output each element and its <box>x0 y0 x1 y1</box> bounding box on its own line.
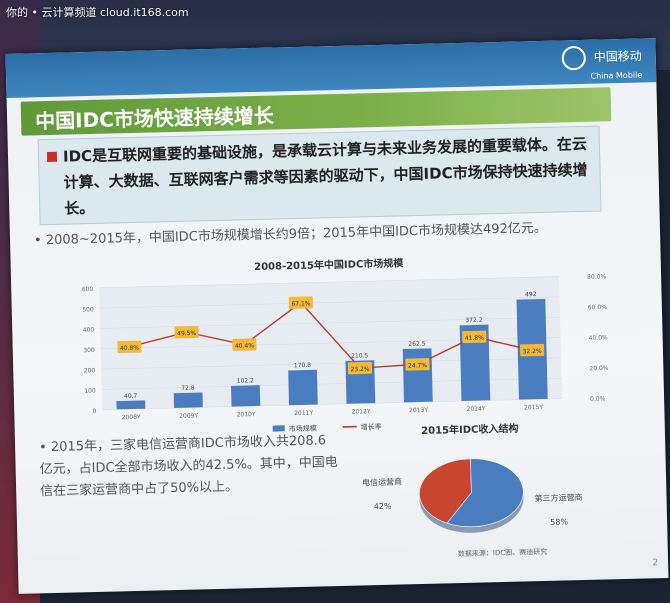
legend-swatch-bar <box>272 425 285 432</box>
bar <box>116 400 146 410</box>
bar-value-label: 40.7 <box>124 393 138 400</box>
growth-label-bg <box>232 338 257 351</box>
y-right-tick: 40.0% <box>589 334 609 341</box>
growth-label: 40.8% <box>120 345 140 352</box>
y-left-tick: 100 <box>84 388 96 395</box>
data-source: 数据来源：IDC圈、赛迪研究 <box>457 547 548 559</box>
y-left-tick: 400 <box>83 327 95 334</box>
growth-label-bg <box>117 340 142 354</box>
presentation-slide: 中国移动 China Mobile 中国IDC市场快速持续增长 IDC是互联网重… <box>5 38 669 594</box>
bar <box>402 348 433 403</box>
pie-percent: 42% <box>374 502 392 511</box>
bar <box>173 392 203 409</box>
x-tick-label: 2011Y <box>294 410 313 417</box>
growth-label-bg <box>520 343 545 357</box>
bar-value-label: 372.2 <box>465 317 483 324</box>
y-left-tick: 300 <box>83 347 95 354</box>
y-right-tick: 60.0% <box>588 304 608 311</box>
logo-en: China Mobile <box>590 70 643 81</box>
pie-slice <box>446 458 524 528</box>
bar-line-chart-svg: 2008-2015年中国IDC市场规模 0 100 200 300 400 500 600 0.… <box>82 256 609 434</box>
logo: 中国移动 China Mobile <box>561 44 643 84</box>
bar-value-label: 102.2 <box>237 377 255 384</box>
y-right-tick: 0.0% <box>590 395 606 402</box>
growth-label-bg <box>288 296 314 309</box>
growth-label: 40.4% <box>235 342 255 349</box>
x-tick-label: 2013Y <box>409 407 428 414</box>
bar-value-label: 170.8 <box>294 362 312 369</box>
gridline <box>99 276 560 289</box>
growth-label-bg <box>174 325 199 339</box>
x-tick-label: 2010Y <box>237 411 256 418</box>
x-tick-label: 2015Y <box>524 404 543 411</box>
bar-value-label: 210.5 <box>351 352 369 359</box>
x-tick-label: 2012Y <box>352 408 371 415</box>
growth-label-bg <box>347 361 373 375</box>
page-number: 2 <box>652 558 659 569</box>
pie-label: 第三方运营商 <box>534 492 582 503</box>
growth-label: 23.2% <box>350 366 370 373</box>
intro-text: IDC是互联网重要的基础设施，是承载云计算与未来业务发展的重要载体。在云计算、大… <box>62 134 588 218</box>
growth-label: 49.5% <box>177 330 197 337</box>
bar <box>288 369 318 406</box>
legend-label: 增长率 <box>361 422 382 432</box>
growth-label: 32.2% <box>523 348 543 355</box>
bar-value-label: 72.8 <box>181 385 195 392</box>
pie-percent: 58% <box>550 517 568 526</box>
y-right-tick: 80.0% <box>587 273 607 280</box>
pie-label: 电信运营商 <box>362 476 402 487</box>
x-tick-label: 2008Y <box>122 414 141 421</box>
bar-value-label: 262.5 <box>408 340 426 347</box>
chart-title: 2008-2015年中国IDC市场规模 <box>254 256 404 273</box>
pie-slice <box>419 458 472 524</box>
logo-cn: 中国移动 <box>593 48 642 65</box>
y-right-tick: 20.0% <box>589 365 609 372</box>
intro-box: IDC是互联网重要的基础设施，是承载云计算与未来业务发展的重要载体。在云计算、大… <box>37 125 602 226</box>
legend-label: 市场规模 <box>289 424 317 434</box>
bar-value-label: 492 <box>525 291 537 298</box>
pie-title: 2015年IDC收入结构 <box>421 422 518 437</box>
bullet-square-icon <box>46 151 58 163</box>
y-left-tick: 0 <box>92 408 96 415</box>
watermark: 你的 • 云计算频道 cloud.it168.com <box>6 6 189 19</box>
y-left-tick: 200 <box>84 367 96 374</box>
growth-label-bg <box>462 330 487 344</box>
china-mobile-logo-icon <box>561 45 587 71</box>
x-tick-label: 2014Y <box>467 405 486 412</box>
bar <box>459 324 491 401</box>
y-left-tick: 500 <box>82 306 94 313</box>
bar-line-chart: 2008-2015年中国IDC市场规模 0 100 200 300 400 500 600 0.… <box>39 247 644 462</box>
x-tick-label: 2009Y <box>179 412 198 419</box>
bullet-text-2: • 2015年，三家电信运营商IDC市场收入共208.6亿元，占IDC全部市场收… <box>38 433 338 500</box>
growth-label: 41.8% <box>465 335 485 342</box>
slide-title: 中国IDC市场快速持续增长 <box>34 103 275 134</box>
bar <box>231 385 261 407</box>
growth-label-bg <box>405 358 430 371</box>
gridline <box>99 296 560 309</box>
growth-label: 67.1% <box>291 300 311 307</box>
y-left-tick: 600 <box>82 286 94 293</box>
pie-chart: 2015年IDC收入结构电信运营商 42% 第三方运营商 58% <box>345 418 598 554</box>
growth-label: 24.7% <box>408 362 428 369</box>
